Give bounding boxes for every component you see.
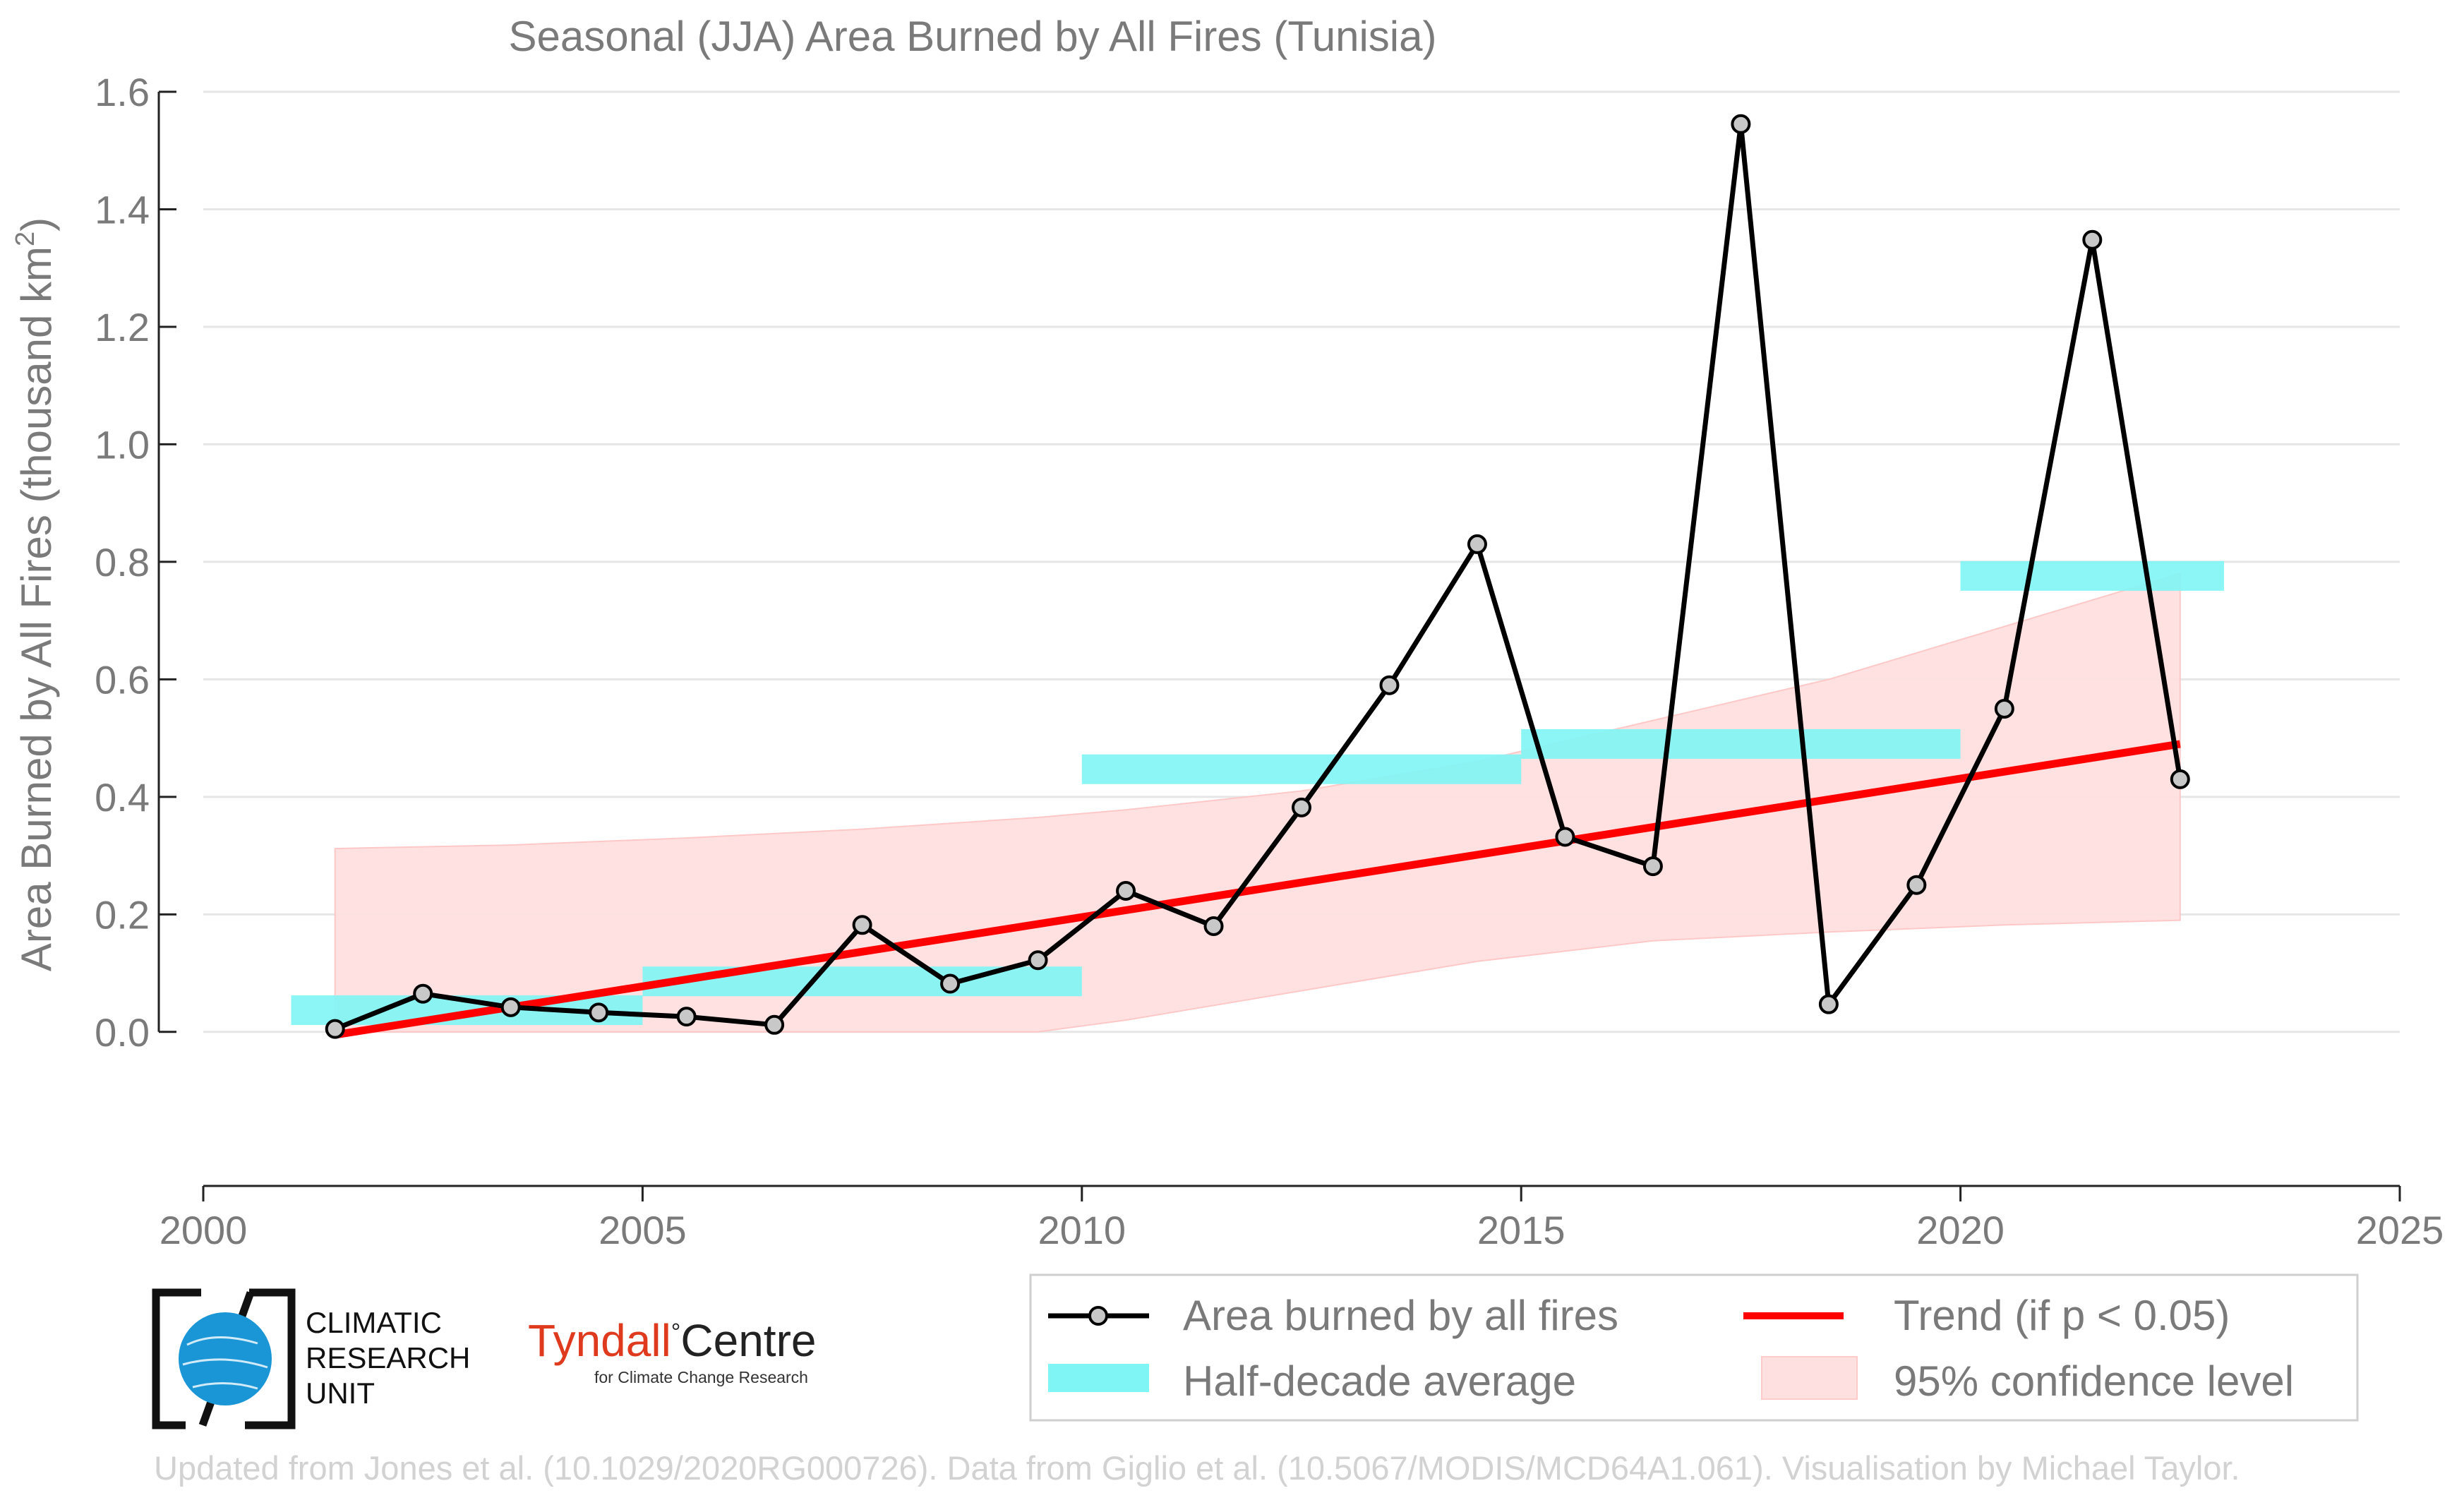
- trend-line: [334, 740, 2181, 1039]
- legend-label-half-decade: Half-decade average: [1183, 1357, 1576, 1405]
- cru-logo: CLIMATIC RESEARCH UNIT: [152, 1288, 519, 1429]
- legend-label-confidence: 95% confidence level: [1894, 1357, 2294, 1405]
- data-point: [764, 1014, 785, 1035]
- data-point: [589, 1002, 609, 1023]
- tyndall-subtitle: for Climate Change Research: [594, 1368, 808, 1386]
- data-point: [1818, 994, 1839, 1014]
- legend: Area burned by all fires Trend (if p < 0…: [1029, 1273, 2359, 1422]
- data-point: [1379, 675, 1400, 695]
- x-tick-label: 2005: [599, 1208, 687, 1252]
- data-point: [1116, 881, 1136, 901]
- series-area-burned: [325, 114, 2190, 1039]
- y-tick-label: 0.2: [95, 892, 150, 937]
- data-point: [1642, 856, 1663, 877]
- x-tick-label: 2000: [160, 1208, 248, 1252]
- tyndall-degree: °: [671, 1319, 681, 1346]
- y-axis-label-close: ): [13, 217, 60, 232]
- data-point: [2170, 769, 2190, 789]
- cru-emblem: [152, 1288, 296, 1429]
- tyndall-wordmark: Tyndall°Centre: [528, 1314, 824, 1367]
- x-axis: 2000 2005 2010 2015 2020 2025: [160, 1185, 2444, 1252]
- y-tick-label: 1.4: [95, 187, 150, 232]
- half-decade-bar: [642, 966, 1082, 997]
- y-axis-label-superscript: 2: [11, 232, 40, 246]
- y-tick-label: 0.0: [95, 1010, 150, 1055]
- data-point: [1555, 827, 1575, 847]
- data-point: [1203, 916, 1224, 936]
- x-tick-label: 2025: [2356, 1208, 2444, 1252]
- cru-wordmark: CLIMATIC RESEARCH UNIT: [306, 1305, 470, 1411]
- y-axis-label-main: Area Burned by All Fires (thousand km: [13, 246, 60, 971]
- data-point: [2082, 229, 2103, 250]
- data-point: [940, 973, 961, 994]
- legend-swatch-half-decade: [1048, 1364, 1149, 1392]
- data-point: [1994, 698, 2014, 719]
- y-axis: 0.0 0.2 0.4 0.6 0.8 1.0 1.2 1.4 1.6: [95, 70, 176, 1055]
- confidence-area: [334, 572, 2181, 1033]
- cru-line-1: CLIMATIC: [306, 1306, 442, 1339]
- y-tick-label: 1.2: [95, 305, 150, 349]
- legend-label-series: Area burned by all fires: [1183, 1292, 1618, 1339]
- half-decade-bar: [1081, 754, 1522, 784]
- y-axis-label: Area Burned by All Fires (thousand km2): [11, 217, 60, 971]
- credit-line: Updated from Jones et al. (10.1029/2020R…: [154, 1449, 2240, 1487]
- data-point: [1028, 950, 1048, 971]
- legend-swatch-marker: [1088, 1306, 1108, 1326]
- tyndall-logo: Tyndall°Centre for Climate Change Resear…: [528, 1314, 824, 1399]
- data-point: [413, 983, 433, 1004]
- half-decade-bar: [1960, 560, 2225, 591]
- data-point: [500, 997, 521, 1017]
- data-point: [1731, 114, 1751, 134]
- chart-title: Seasonal (JJA) Area Burned by All Fires …: [509, 13, 1437, 60]
- cru-line-3: UNIT: [306, 1377, 375, 1410]
- data-point: [1467, 534, 1487, 554]
- data-point: [852, 915, 872, 935]
- cru-line-2: RESEARCH: [306, 1341, 471, 1374]
- y-tick-label: 1.6: [95, 70, 150, 114]
- tyndall-name: Tyndall: [528, 1315, 671, 1366]
- series-line: [334, 121, 2183, 1031]
- y-tick-label: 1.0: [95, 422, 150, 467]
- data-point: [1906, 875, 1927, 895]
- half-decade-bar: [1521, 728, 1961, 759]
- x-tick-label: 2010: [1038, 1208, 1126, 1252]
- y-tick-label: 0.8: [95, 540, 150, 584]
- trend-segment: [334, 740, 2181, 1039]
- legend-swatch-confidence: [1761, 1356, 1858, 1400]
- data-point: [1292, 797, 1311, 817]
- x-tick-label: 2020: [1916, 1208, 2005, 1252]
- y-tick-label: 0.4: [95, 775, 150, 820]
- x-tick-label: 2015: [1477, 1208, 1565, 1252]
- confidence-band: [334, 572, 2181, 1033]
- tyndall-centre: Centre: [680, 1315, 817, 1366]
- legend-label-trend: Trend (if p < 0.05): [1894, 1292, 2230, 1339]
- y-tick-label: 0.6: [95, 657, 150, 702]
- legend-box: [1029, 1273, 2359, 1422]
- data-point: [676, 1007, 697, 1027]
- data-point: [325, 1019, 345, 1039]
